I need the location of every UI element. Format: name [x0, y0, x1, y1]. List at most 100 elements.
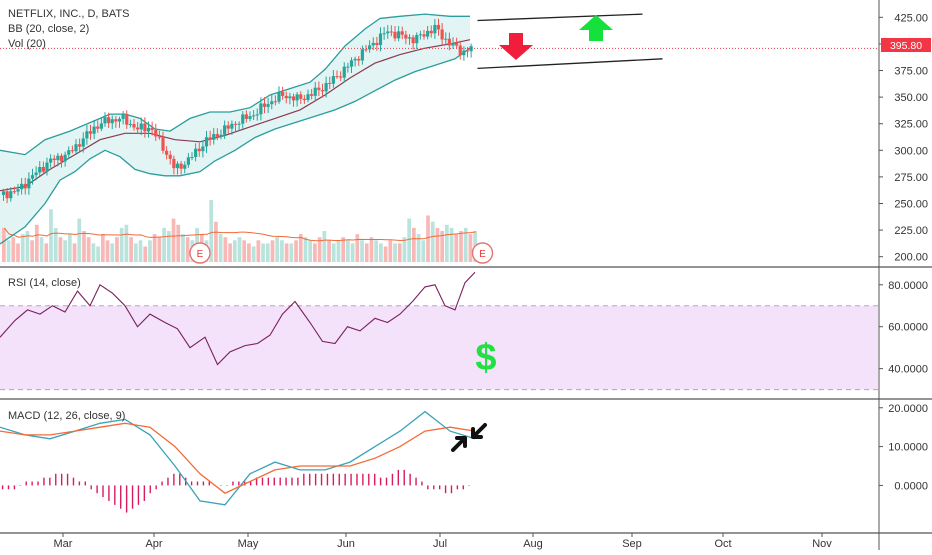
volume-bar — [449, 227, 454, 262]
volume-bar — [261, 243, 265, 262]
candle-body — [103, 117, 107, 124]
candle-body — [270, 101, 274, 105]
macd-histogram-bar — [356, 473, 358, 486]
macd-histogram-bar — [90, 485, 92, 490]
volume-bar — [105, 240, 110, 262]
bb-legend: BB (20, close, 2) — [8, 23, 89, 35]
macd-histogram-bar — [279, 477, 281, 486]
volume-bar — [459, 231, 463, 262]
candle-body — [320, 90, 325, 92]
volume-bar — [176, 224, 181, 262]
candle-body — [143, 123, 147, 132]
volume-bar — [143, 246, 148, 262]
candle-body — [371, 42, 375, 46]
macd-signal-line — [0, 422, 476, 494]
candle-body — [277, 91, 281, 102]
macd-histogram-bar — [409, 473, 411, 486]
candle-body — [364, 49, 368, 51]
volume-bar — [369, 237, 374, 262]
candle-body — [393, 31, 397, 39]
macd-histogram-bar — [31, 481, 33, 486]
price-tick-label: 250.00 — [894, 198, 928, 210]
candle-body — [436, 24, 441, 30]
candle-body — [400, 31, 404, 35]
volume-bar — [355, 234, 360, 262]
macd-histogram-bar — [7, 485, 10, 490]
macd-histogram-bar — [155, 485, 157, 490]
macd-histogram-bar — [468, 485, 470, 486]
volume-bar — [426, 215, 430, 262]
volume-bar — [20, 234, 25, 262]
candle-body — [139, 123, 143, 130]
overlay-layer — [451, 15, 613, 452]
volume-bar — [350, 243, 355, 262]
candle-body — [310, 94, 314, 96]
macd-histogram-bar — [149, 485, 151, 494]
candle-body — [63, 154, 67, 162]
candle-body — [212, 134, 216, 140]
rsi-pane — [0, 271, 878, 391]
macd-histogram-bar — [167, 477, 169, 486]
month-tick-label: Oct — [714, 538, 731, 550]
macd-histogram-bar — [368, 473, 370, 486]
volume-bar — [232, 240, 237, 262]
candle-body — [9, 191, 13, 199]
candle-body — [85, 131, 89, 139]
volume-bar — [67, 234, 72, 262]
volume-bar — [171, 218, 176, 262]
volume-bar — [463, 227, 468, 262]
volume-bar — [185, 237, 190, 262]
candle-body — [241, 114, 245, 124]
volume-bar — [115, 237, 119, 262]
candle-body — [248, 116, 252, 119]
earnings-marker — [189, 242, 211, 264]
candle-body — [433, 24, 437, 34]
volume-bar — [214, 221, 218, 262]
candle-body — [447, 38, 451, 46]
candle-body — [342, 66, 346, 78]
macd-histogram-bar — [49, 477, 51, 486]
volume-bar — [237, 237, 242, 262]
volume-bar — [242, 240, 247, 262]
macd-histogram-bar — [267, 477, 270, 486]
macd-histogram-bar — [309, 473, 311, 486]
macd-histogram-bar — [385, 477, 388, 486]
volume-bar — [209, 200, 214, 262]
volume-bar — [322, 231, 327, 262]
macd-histogram-bar — [291, 477, 293, 486]
candle-body — [375, 42, 379, 46]
macd-histogram-bar — [397, 469, 400, 486]
candle-body — [183, 164, 187, 169]
volume-bar — [416, 234, 421, 262]
candle-body — [45, 162, 49, 172]
volume-bar — [454, 234, 459, 262]
volume-bar — [289, 243, 294, 262]
month-tick-label: Jul — [433, 538, 447, 550]
rsi-line — [0, 271, 476, 366]
volume-bar — [346, 240, 350, 262]
macd-histogram-bar — [427, 485, 429, 490]
macd-histogram-bar — [173, 473, 175, 486]
candle-body — [96, 126, 100, 129]
volume-bar — [374, 240, 379, 262]
price-tick-label: 225.00 — [894, 225, 928, 237]
candle-body — [328, 82, 332, 84]
candle-body — [386, 31, 390, 34]
macd-histogram-bar — [232, 481, 234, 486]
macd-histogram-bar — [96, 485, 98, 494]
candle-body — [360, 49, 364, 61]
month-tick-label: Nov — [812, 538, 832, 550]
candle-body — [67, 150, 71, 155]
candle-body — [49, 158, 53, 163]
macd-histogram-bar — [338, 473, 340, 486]
volume-bar — [157, 237, 162, 262]
crossover-arrow-icon — [471, 423, 487, 439]
candle-body — [52, 158, 56, 161]
macd-histogram-bar — [285, 477, 287, 486]
volume-bar — [435, 227, 440, 262]
candle-body — [451, 43, 455, 46]
volume-bar — [298, 234, 303, 262]
earnings-marker-label: E — [479, 249, 486, 260]
candle-body — [404, 34, 408, 39]
